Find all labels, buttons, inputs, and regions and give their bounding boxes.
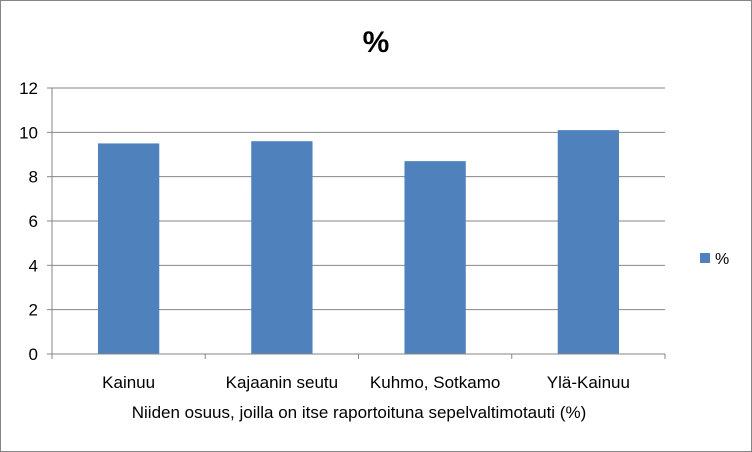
bar-0 — [97, 143, 160, 354]
legend-swatch — [700, 253, 710, 263]
bar-2 — [404, 161, 466, 354]
x-category-label: Kainuu — [102, 373, 155, 392]
bars — [97, 130, 620, 354]
x-axis-categories: Kainuu Kajaanin seutu Kuhmo, Sotkamo Ylä-Ka… — [51, 354, 666, 392]
x-category-label: Ylä-Kainuu — [547, 373, 630, 392]
bar-1 — [251, 141, 313, 354]
y-tick-label: 4 — [29, 256, 38, 275]
y-axis-ticks: 0 2 4 6 8 10 12 — [19, 79, 52, 364]
bar-3 — [557, 130, 620, 354]
x-axis-label: Niiden osuus, joilla on itse raportoitun… — [132, 403, 587, 422]
legend-label: % — [715, 251, 729, 268]
legend: % — [700, 251, 729, 268]
y-tick-label: 10 — [19, 123, 38, 142]
x-category-label: Kajaanin seutu — [226, 373, 338, 392]
x-category-label: Kuhmo, Sotkamo — [370, 373, 500, 392]
y-tick-label: 2 — [29, 301, 38, 320]
y-tick-label: 8 — [29, 168, 38, 187]
y-tick-label: 12 — [19, 79, 38, 98]
y-tick-label: 0 — [29, 345, 38, 364]
y-tick-label: 6 — [29, 212, 38, 231]
chart-title: % — [363, 26, 390, 59]
